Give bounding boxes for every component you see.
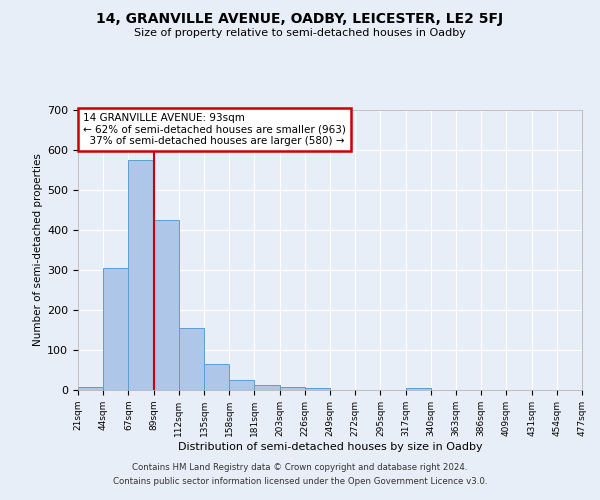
Text: Contains HM Land Registry data © Crown copyright and database right 2024.: Contains HM Land Registry data © Crown c… <box>132 464 468 472</box>
Bar <box>406 388 431 390</box>
Bar <box>204 364 229 390</box>
Y-axis label: Number of semi-detached properties: Number of semi-detached properties <box>33 154 43 346</box>
Bar <box>103 268 128 390</box>
Bar <box>78 387 103 390</box>
Bar <box>254 385 280 390</box>
Bar <box>179 328 204 390</box>
X-axis label: Distribution of semi-detached houses by size in Oadby: Distribution of semi-detached houses by … <box>178 442 482 452</box>
Text: 14 GRANVILLE AVENUE: 93sqm
← 62% of semi-detached houses are smaller (963)
  37%: 14 GRANVILLE AVENUE: 93sqm ← 62% of semi… <box>83 113 346 146</box>
Text: 14, GRANVILLE AVENUE, OADBY, LEICESTER, LE2 5FJ: 14, GRANVILLE AVENUE, OADBY, LEICESTER, … <box>97 12 503 26</box>
Bar <box>128 160 154 390</box>
Text: Size of property relative to semi-detached houses in Oadby: Size of property relative to semi-detach… <box>134 28 466 38</box>
Bar <box>280 387 305 390</box>
Bar <box>229 380 254 390</box>
Bar <box>154 220 179 390</box>
Text: Contains public sector information licensed under the Open Government Licence v3: Contains public sector information licen… <box>113 477 487 486</box>
Bar <box>305 388 330 390</box>
